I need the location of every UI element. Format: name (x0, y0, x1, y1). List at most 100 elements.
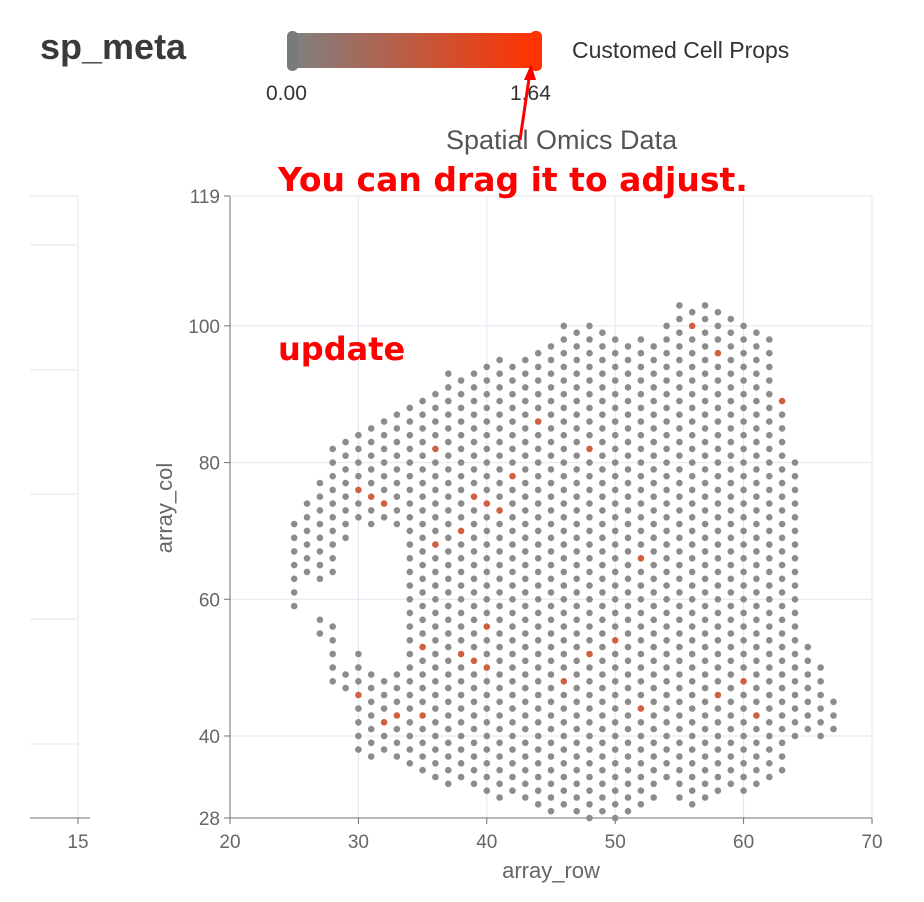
scatter-point[interactable] (586, 418, 593, 425)
scatter-point[interactable] (689, 569, 696, 576)
scatter-point[interactable] (561, 528, 568, 535)
scatter-point[interactable] (830, 699, 837, 706)
scatter-point[interactable] (612, 651, 619, 658)
scatter-point[interactable] (561, 405, 568, 412)
scatter-point[interactable] (689, 405, 696, 412)
scatter-point[interactable] (779, 767, 786, 774)
scatter-point[interactable] (432, 528, 439, 535)
scatter-point[interactable] (612, 405, 619, 412)
scatter-point[interactable] (407, 418, 414, 425)
scatter-point[interactable] (766, 336, 773, 343)
scatter-point[interactable] (548, 671, 555, 678)
scatter-point[interactable] (419, 576, 426, 583)
scatter-point[interactable] (445, 535, 452, 542)
scatter-point[interactable] (394, 439, 401, 446)
scatter-point[interactable] (586, 336, 593, 343)
scatter-point[interactable] (522, 712, 529, 719)
scatter-point[interactable] (317, 576, 324, 583)
scatter-point[interactable] (753, 781, 760, 788)
scatter-point[interactable] (458, 555, 465, 562)
scatter-point[interactable] (535, 350, 542, 357)
scatter-point[interactable] (715, 405, 722, 412)
scatter-point[interactable] (561, 541, 568, 548)
scatter-point[interactable] (573, 740, 580, 747)
scatter-point[interactable] (689, 610, 696, 617)
scatter-point[interactable] (548, 493, 555, 500)
scatter-point[interactable] (676, 425, 683, 432)
scatter-point[interactable] (458, 692, 465, 699)
scatter-point[interactable] (407, 514, 414, 521)
scatter-point[interactable] (817, 719, 824, 726)
scatter-point[interactable] (599, 753, 606, 760)
scatter-point[interactable] (728, 425, 735, 432)
scatter-point[interactable] (676, 576, 683, 583)
scatter-point[interactable] (471, 685, 478, 692)
scatter-point[interactable] (766, 364, 773, 371)
scatter-point[interactable] (394, 480, 401, 487)
scatter-point[interactable] (753, 617, 760, 624)
scatter-point[interactable] (458, 582, 465, 589)
scatter-point[interactable] (715, 760, 722, 767)
scatter-point[interactable] (561, 719, 568, 726)
scatter-point[interactable] (728, 452, 735, 459)
scatter-point[interactable] (702, 466, 709, 473)
scatter-point[interactable] (496, 439, 503, 446)
scatter-point[interactable] (625, 507, 632, 514)
scatter-point[interactable] (432, 459, 439, 466)
scatter-point[interactable] (728, 343, 735, 350)
scatter-point[interactable] (368, 480, 375, 487)
scatter-point[interactable] (625, 357, 632, 364)
scatter-point[interactable] (676, 302, 683, 309)
scatter-point-highlight[interactable] (381, 719, 388, 726)
scatter-point[interactable] (612, 555, 619, 562)
scatter-point[interactable] (650, 535, 657, 542)
scatter-point[interactable] (663, 500, 670, 507)
scatter-point[interactable] (650, 452, 657, 459)
scatter-point[interactable] (715, 596, 722, 603)
scatter-point[interactable] (458, 541, 465, 548)
scatter-point[interactable] (702, 535, 709, 542)
scatter-point[interactable] (458, 774, 465, 781)
scatter-point[interactable] (548, 439, 555, 446)
scatter-point[interactable] (368, 507, 375, 514)
scatter-point[interactable] (548, 507, 555, 514)
scatter-point[interactable] (445, 740, 452, 747)
scatter-point[interactable] (599, 521, 606, 528)
scatter-point[interactable] (561, 705, 568, 712)
scatter-point[interactable] (484, 787, 491, 794)
scatter-point[interactable] (625, 617, 632, 624)
scatter-point[interactable] (484, 432, 491, 439)
scatter-point[interactable] (432, 473, 439, 480)
scatter-point[interactable] (728, 370, 735, 377)
scatter-point[interactable] (458, 678, 465, 685)
scatter-point[interactable] (728, 548, 735, 555)
scatter-point[interactable] (291, 589, 298, 596)
scatter-point[interactable] (394, 411, 401, 418)
scatter-point[interactable] (522, 671, 529, 678)
scatter-point[interactable] (638, 692, 645, 699)
scatter-point[interactable] (522, 767, 529, 774)
scatter-point[interactable] (740, 528, 747, 535)
scatter-point[interactable] (342, 535, 349, 542)
scatter-point[interactable] (548, 425, 555, 432)
scatter-point[interactable] (573, 644, 580, 651)
scatter-point[interactable] (638, 596, 645, 603)
scatter-point[interactable] (638, 787, 645, 794)
scatter-point[interactable] (792, 610, 799, 617)
scatter-point[interactable] (586, 719, 593, 726)
scatter-point-highlight[interactable] (381, 500, 388, 507)
scatter-point[interactable] (317, 630, 324, 637)
scatter-point[interactable] (407, 705, 414, 712)
scatter-point[interactable] (496, 357, 503, 364)
scatter-point[interactable] (445, 439, 452, 446)
scatter-point[interactable] (650, 384, 657, 391)
scatter-point[interactable] (484, 446, 491, 453)
scatter-point[interactable] (573, 562, 580, 569)
scatter-point[interactable] (650, 439, 657, 446)
scatter-point[interactable] (702, 726, 709, 733)
scatter-point[interactable] (509, 774, 516, 781)
scatter-point[interactable] (702, 480, 709, 487)
scatter-point-highlight[interactable] (458, 528, 465, 535)
scatter-point[interactable] (740, 541, 747, 548)
scatter-point[interactable] (445, 617, 452, 624)
